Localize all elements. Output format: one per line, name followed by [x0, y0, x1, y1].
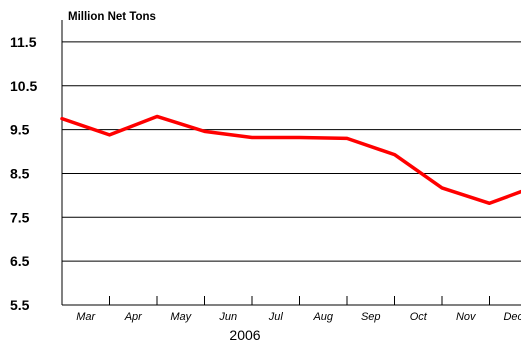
y-tick-label: 10.5 — [10, 78, 37, 94]
y-tick-label: 11.5 — [10, 34, 37, 50]
x-tick-label: Sep — [361, 311, 381, 323]
x-tick-label: Dec — [503, 311, 521, 323]
x-tick-label: Nov — [456, 311, 477, 323]
y-tick-label: 6.5 — [10, 253, 30, 269]
x-tick-marks — [109, 296, 490, 305]
y-axis-label: Million Net Tons — [68, 11, 156, 23]
y-tick-label: 5.5 — [10, 297, 30, 313]
x-tick-label: May — [170, 311, 192, 323]
x-tick-label: Aug — [312, 311, 333, 323]
x-axis-label: 2006 — [229, 327, 260, 343]
x-tick-label: Oct — [410, 311, 428, 323]
series-group — [60, 114, 521, 206]
y-tick-labels: 5.5 6.5 7.5 8.5 9.5 10.5 11.5 — [10, 34, 37, 313]
x-tick-label: Apr — [124, 311, 143, 323]
x-tick-label: Jun — [218, 311, 237, 323]
y-tick-label: 7.5 — [10, 209, 30, 225]
y-tick-label: 9.5 — [10, 122, 30, 138]
x-tick-label: Jul — [268, 311, 284, 323]
x-tick-labels: Mar Apr May Jun Jul Aug Sep Oct Nov Dec — [76, 311, 521, 323]
gridlines — [62, 41, 521, 262]
y-tick-label: 8.5 — [10, 165, 30, 181]
x-tick-label: Mar — [76, 311, 96, 323]
series-line — [60, 114, 521, 206]
